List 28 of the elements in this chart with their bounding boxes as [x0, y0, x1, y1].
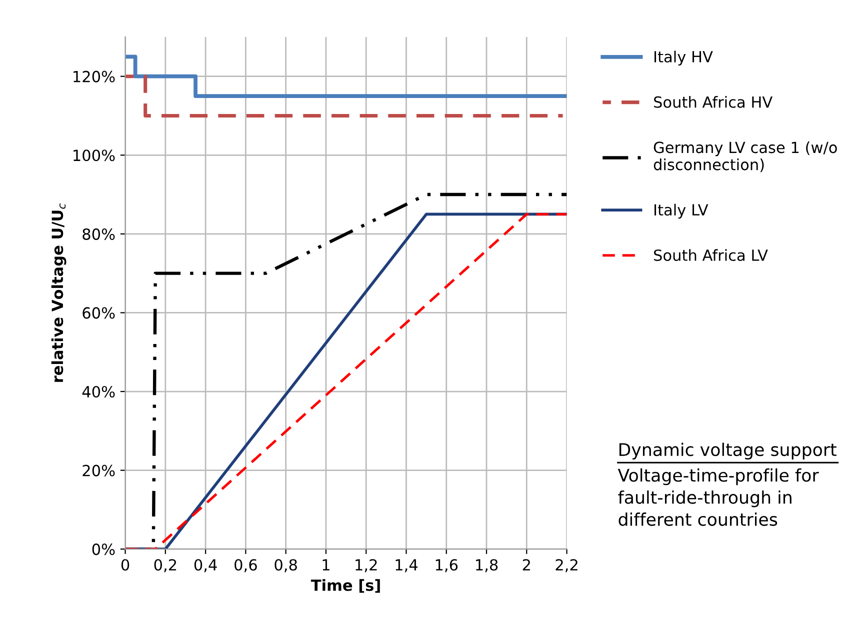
legend-label: South Africa LV — [654, 249, 768, 261]
x-tick-label: 0,4 — [194, 559, 217, 572]
text: Voltage-time-profile for fault-ride-through in different countries — [618, 468, 819, 526]
x-tick-label: 0 — [121, 559, 130, 571]
y-axis-title: relative Voltage U/U$_{c}$ — [51, 203, 66, 382]
x-tick-label: 1,4 — [396, 559, 418, 572]
y-tick-label: 120% — [74, 70, 115, 82]
legend-label: Germany LV case 1 (w/o disconnection) — [654, 141, 837, 172]
x-tick-label: 1,2 — [356, 559, 377, 572]
x-tick-label: 1,8 — [476, 559, 498, 572]
x-tick-label: 1,6 — [436, 559, 458, 572]
y-tick-label: 20% — [82, 464, 115, 476]
legend-label: Italy LV — [654, 204, 708, 219]
legend-label: South Africa HV — [654, 96, 773, 108]
x-tick-label: 0,2 — [154, 559, 176, 572]
x-tick-label: 0,6 — [234, 559, 257, 572]
x-tick-label: 2,2 — [556, 559, 578, 572]
y-tick-label: 60% — [82, 307, 115, 319]
legend-label: Italy HV — [654, 50, 713, 66]
y-tick-label: 100% — [74, 150, 115, 162]
y-tick-label: 80% — [82, 228, 115, 240]
text: Dynamic voltage support — [619, 442, 836, 460]
x-tick-label: 0,8 — [274, 559, 297, 572]
y-tick-label: 40% — [82, 386, 115, 398]
x-tick-label: 2 — [522, 559, 530, 570]
x-tick-label: 1 — [322, 559, 330, 570]
x-axis-title: Time [s] — [310, 579, 380, 593]
y-tick-label: 0% — [92, 544, 115, 556]
